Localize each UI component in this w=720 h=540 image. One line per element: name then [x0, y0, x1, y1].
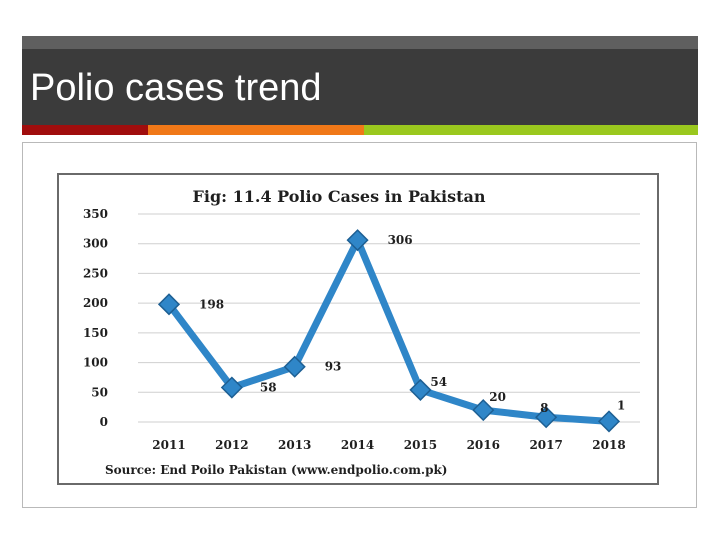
- data-label: 1: [617, 398, 625, 412]
- slide-title: Polio cases trend: [30, 67, 322, 109]
- data-point-marker: [220, 376, 243, 399]
- data-point-marker: [472, 399, 495, 422]
- data-label: 8: [540, 401, 548, 415]
- y-tick-label: 350: [83, 207, 108, 221]
- data-point-marker: [283, 355, 306, 378]
- y-tick-label: 150: [83, 326, 108, 340]
- y-tick-label: 250: [83, 266, 108, 280]
- data-point-marker: [597, 410, 621, 433]
- y-tick-label: 100: [83, 356, 108, 370]
- series-line: [165, 236, 613, 425]
- y-tick-label: 200: [83, 296, 108, 310]
- top-strip: [22, 36, 698, 49]
- chart-title: Fig: 11.4 Polio Cases in Pakistan: [193, 187, 486, 206]
- data-label: 198: [199, 297, 224, 311]
- accent-bar-green: [364, 125, 698, 135]
- data-label: 306: [388, 233, 413, 247]
- y-tick-label: 0: [100, 415, 108, 429]
- chart-border: [57, 173, 659, 485]
- x-tick-label: 2017: [529, 438, 562, 452]
- data-point-marker: [535, 406, 558, 429]
- data-label: 54: [430, 375, 447, 389]
- x-tick-label: 2012: [215, 438, 248, 452]
- x-tick-label: 2016: [467, 438, 500, 452]
- chart-source: Source: End Poilo Pakistan (www.endpolio…: [105, 463, 447, 477]
- data-label: 20: [489, 390, 506, 404]
- data-label: 58: [260, 381, 277, 395]
- x-tick-label: 2011: [152, 438, 185, 452]
- data-point-marker: [409, 378, 432, 401]
- data-label: 93: [325, 360, 342, 374]
- y-tick-label: 300: [83, 237, 108, 251]
- accent-bar-red: [22, 125, 148, 135]
- x-tick-label: 2015: [404, 438, 437, 452]
- title-bar: Polio cases trend: [22, 49, 698, 125]
- accent-bar-orange: [148, 125, 364, 135]
- x-tick-label: 2014: [341, 438, 374, 452]
- data-point-marker: [157, 293, 181, 316]
- y-tick-label: 50: [91, 385, 108, 399]
- x-tick-label: 2013: [278, 438, 311, 452]
- x-tick-label: 2018: [592, 438, 625, 452]
- data-point-marker: [346, 229, 369, 252]
